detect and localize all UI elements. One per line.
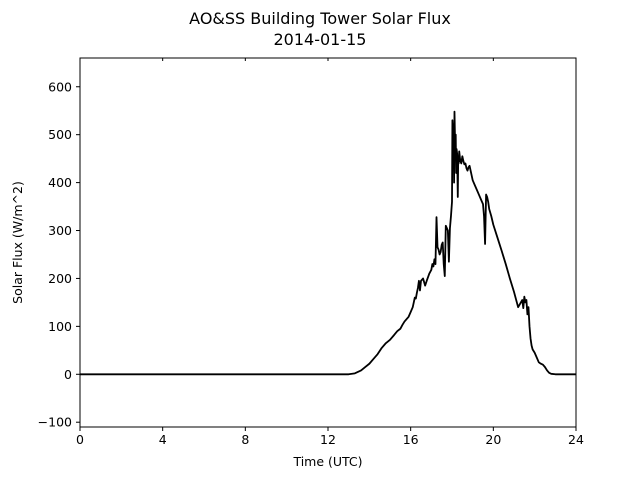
x-axis-label: Time (UTC) [292,454,362,469]
x-tick-label: 24 [568,432,584,447]
x-tick-label: 12 [320,432,336,447]
chart-title: AO&SS Building Tower Solar Flux [189,9,451,28]
y-tick-label: 0 [64,367,72,382]
chart-subtitle: 2014-01-15 [274,30,367,49]
plot-frame [79,57,577,428]
x-tick-label: 8 [241,432,249,447]
y-tick-label: 100 [48,319,72,334]
solar-flux-line [80,110,576,376]
ticks-layer: 0 4 8 12 16 20 24 −100 0 100 200 300 400 500 600 [38,58,584,447]
y-tick-label: 400 [48,175,72,190]
y-tick-label: 600 [48,79,72,94]
series-layer [80,110,576,376]
y-tick-label: 300 [48,223,72,238]
y-tick-label: 200 [48,271,72,286]
y-axis-label: Solar Flux (W/m^2) [10,181,25,304]
y-tick-label: −100 [38,415,72,430]
x-tick-label: 16 [403,432,419,447]
x-tick-label: 4 [159,432,167,447]
y-tick-label: 500 [48,127,72,142]
x-tick-label: 20 [485,432,501,447]
x-tick-label: 0 [76,432,84,447]
